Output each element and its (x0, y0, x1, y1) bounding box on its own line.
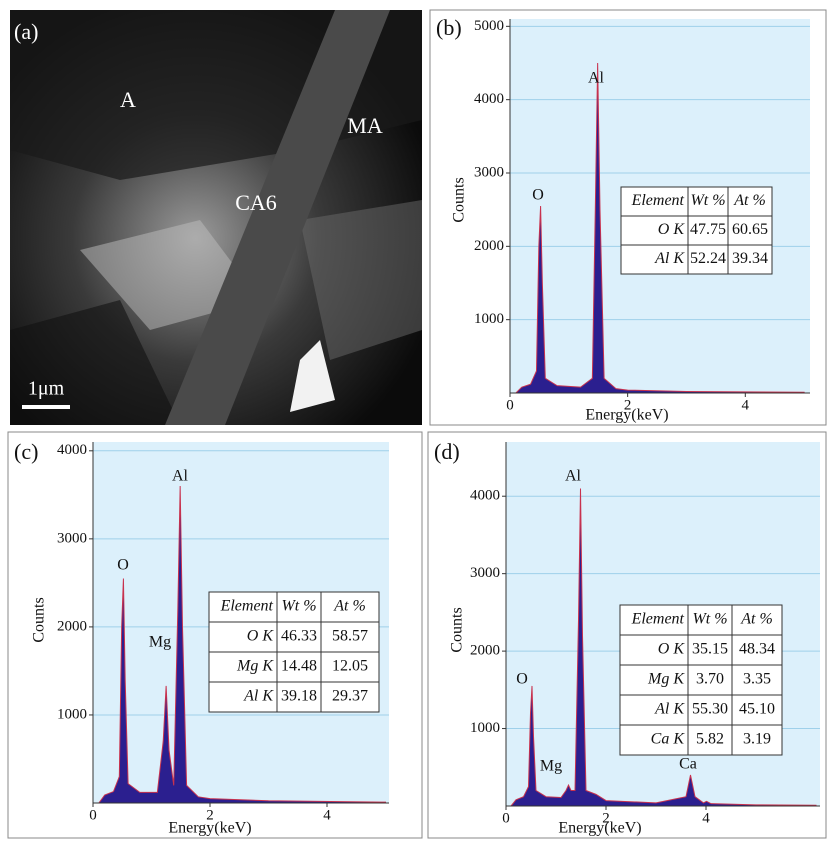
table-cell: 52.24 (690, 250, 726, 267)
table-cell: Al K (654, 250, 685, 267)
y-tick-label: 4000 (470, 488, 500, 504)
table-cell: 3.70 (696, 671, 724, 688)
x-tick-label: 0 (506, 397, 514, 413)
table-header: Element (631, 611, 685, 628)
spectrum-panel: 1000 2000 3000 4000 0 2 4 (d) Counts Energy(keV) O… (427, 431, 827, 839)
table-cell: 14.48 (281, 658, 317, 675)
table-header: Element (220, 598, 274, 615)
table-cell: 12.05 (332, 658, 368, 675)
panel-label: (b) (436, 15, 462, 40)
y-tick-label: 3000 (474, 164, 504, 180)
table-cell: Mg K (236, 658, 274, 675)
table-cell: 46.33 (281, 628, 317, 645)
table-cell: 39.34 (732, 250, 768, 267)
table-box (619, 604, 783, 756)
scale-label: 1μm (28, 378, 65, 400)
table-cell: 39.18 (281, 688, 317, 705)
y-tick-label: 4000 (57, 442, 87, 458)
table-header: At % (333, 598, 366, 615)
table-header: Element (631, 192, 685, 209)
table-cell: Ca K (651, 731, 686, 748)
peak-label: O (516, 671, 528, 688)
table-cell: 3.19 (743, 731, 771, 748)
annotation: CA6 (235, 190, 277, 215)
x-tick-label: 0 (502, 810, 510, 826)
table-cell: 5.82 (696, 731, 724, 748)
table-header: Wt % (692, 611, 727, 628)
peak-label: Al (588, 70, 605, 87)
spectrum-area (514, 62, 805, 394)
y-tick-label: 5000 (474, 18, 504, 34)
spectrum-panel: 1000 2000 3000 4000 5000 0 2 4 (b) Counts Energy(k… (429, 9, 827, 426)
spectrum-panel: 1000 2000 3000 4000 0 2 4 (c) Counts Energy(keV) O… (7, 431, 423, 839)
x-tick-label: 4 (702, 810, 710, 826)
y-tick-label: 3000 (470, 565, 500, 581)
x-axis-label: Energy(keV) (168, 820, 251, 837)
y-tick-label: 1000 (474, 311, 504, 327)
y-tick-label: 2000 (57, 618, 87, 634)
x-tick-label: 4 (742, 397, 750, 413)
y-tick-label: 2000 (474, 238, 504, 254)
table-cell: Al K (243, 688, 274, 705)
table-cell: 55.30 (692, 701, 728, 718)
spectrum-area (97, 486, 386, 804)
table-cell: 29.37 (332, 688, 368, 705)
peak-label: Mg (540, 758, 562, 775)
table-cell: Al K (654, 701, 685, 718)
y-axis-label: Counts (451, 177, 468, 222)
x-axis-label: Energy(keV) (558, 820, 641, 837)
peak-label: Al (172, 468, 189, 485)
x-axis-label: Energy(keV) (585, 407, 668, 424)
x-tick-label: 4 (323, 807, 331, 823)
y-tick-label: 1000 (470, 720, 500, 736)
spectrum-area (509, 488, 817, 807)
table-cell: 48.34 (739, 641, 775, 658)
ca6-grain (165, 10, 390, 425)
table-cell: 58.57 (332, 628, 368, 645)
table-header: Wt % (690, 192, 725, 209)
grain (80, 220, 260, 330)
peak-label: Mg (149, 634, 171, 651)
y-tick-label: 1000 (57, 706, 87, 722)
y-axis-label: Counts (449, 607, 466, 652)
table-cell: 60.65 (732, 221, 768, 238)
table-cell: Mg K (647, 671, 685, 688)
table-cell: 3.35 (743, 671, 771, 688)
y-tick-label: 4000 (474, 91, 504, 107)
x-tick-label: 2 (624, 397, 632, 413)
table-header: At % (740, 611, 773, 628)
table-box (620, 186, 773, 275)
y-tick-label: 3000 (57, 530, 87, 546)
table-cell: 35.15 (692, 641, 728, 658)
peak-label: Al (565, 468, 582, 485)
peak-label: Ca (679, 756, 697, 773)
table-cell: 45.10 (739, 701, 775, 718)
panel-label: (d) (434, 439, 460, 464)
table-cell: O K (658, 641, 686, 658)
panel-label: (c) (14, 439, 38, 464)
x-tick-label: 0 (89, 807, 97, 823)
table-header: At % (733, 192, 766, 209)
grain (300, 200, 422, 360)
panel-label: (a) (14, 19, 38, 44)
table-header: Wt % (281, 598, 316, 615)
bright-spot (290, 340, 335, 412)
peak-label: O (532, 187, 544, 204)
annotation: A (120, 87, 136, 112)
annotation: MA (347, 113, 383, 138)
table-cell: O K (658, 221, 686, 238)
x-tick-label: 2 (602, 810, 610, 826)
peak-label: O (117, 557, 129, 574)
tem-image: (a) A MA CA6 1μm (10, 10, 422, 425)
y-tick-label: 2000 (470, 643, 500, 659)
x-tick-label: 2 (206, 807, 214, 823)
table-cell: O K (247, 628, 275, 645)
grain (10, 300, 180, 425)
y-axis-label: Counts (31, 597, 48, 642)
table-cell: 47.75 (690, 221, 726, 238)
